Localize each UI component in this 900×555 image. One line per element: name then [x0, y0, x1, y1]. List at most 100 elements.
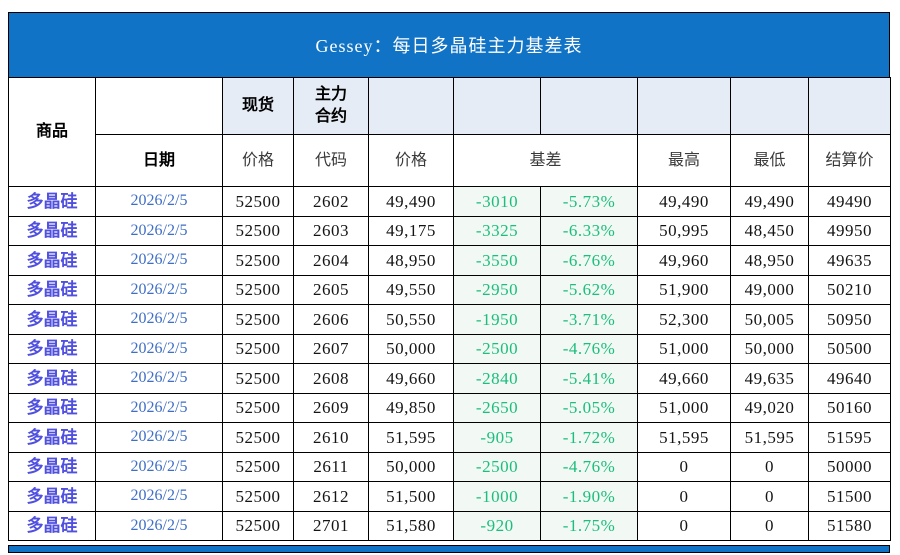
basis-value-cell: -1950 — [453, 304, 541, 335]
date-cell: 2026/2/5 — [95, 215, 223, 246]
contract-code-cell: 2611 — [293, 451, 369, 482]
table-row: 多晶硅 2026/2/5 52500 2605 49,550 -2950 -5.… — [8, 274, 891, 305]
spot-price-cell: 52500 — [222, 392, 294, 423]
futures-price-cell: 49,175 — [368, 215, 454, 246]
low-cell: 49,020 — [730, 392, 809, 423]
header-merged-blank-4 — [637, 77, 731, 135]
futures-price-cell: 50,000 — [368, 333, 454, 364]
date-cell: 2026/2/5 — [95, 274, 223, 305]
header-commodity: 商品 — [8, 77, 96, 187]
commodity-cell: 多晶硅 — [8, 274, 96, 305]
table-row: 多晶硅 2026/2/5 52500 2608 49,660 -2840 -5.… — [8, 363, 891, 394]
contract-code-cell: 2701 — [293, 510, 369, 541]
low-cell: 0 — [730, 451, 809, 482]
table-row: 多晶硅 2026/2/5 52500 2609 49,850 -2650 -5.… — [8, 392, 891, 423]
low-cell: 48,950 — [730, 245, 809, 276]
commodity-cell: 多晶硅 — [8, 510, 96, 541]
contract-code-cell: 2606 — [293, 304, 369, 335]
spot-price-cell: 52500 — [222, 333, 294, 364]
header-date: 日期 — [95, 134, 223, 187]
low-cell: 51,595 — [730, 422, 809, 453]
high-cell: 49,660 — [637, 363, 731, 394]
contract-code-cell: 2604 — [293, 245, 369, 276]
commodity-cell: 多晶硅 — [8, 422, 96, 453]
high-cell: 0 — [637, 510, 731, 541]
table-row: 多晶硅 2026/2/5 52500 2603 49,175 -3325 -6.… — [8, 215, 891, 246]
spot-price-cell: 52500 — [222, 363, 294, 394]
commodity-cell: 多晶硅 — [8, 333, 96, 364]
futures-price-cell: 50,550 — [368, 304, 454, 335]
spot-price-cell: 52500 — [222, 510, 294, 541]
date-cell: 2026/2/5 — [95, 422, 223, 453]
low-cell: 0 — [730, 510, 809, 541]
contract-code-cell: 2609 — [293, 392, 369, 423]
basis-pct-cell: -3.71% — [540, 304, 638, 335]
basis-value-cell: -3550 — [453, 245, 541, 276]
header-price: 价格 — [368, 134, 454, 187]
basis-value-cell: -2500 — [453, 333, 541, 364]
basis-table: 商品 现货 主力 合约 日期 价格 代码 价格 基差 最高 最低 结算价 — [8, 77, 891, 541]
settlement-cell: 50000 — [808, 451, 891, 482]
contract-code-cell: 2607 — [293, 333, 369, 364]
header-settlement: 结算价 — [808, 134, 891, 187]
table-row: 多晶硅 2026/2/5 52500 2607 50,000 -2500 -4.… — [8, 333, 891, 364]
commodity-cell: 多晶硅 — [8, 481, 96, 512]
high-cell: 51,900 — [637, 274, 731, 305]
header-high: 最高 — [637, 134, 731, 187]
settlement-cell: 50160 — [808, 392, 891, 423]
settlement-cell: 50500 — [808, 333, 891, 364]
basis-value-cell: -3010 — [453, 186, 541, 217]
contract-code-cell: 2612 — [293, 481, 369, 512]
report-title-bar: Gessey：每日多晶硅主力基差表 — [8, 12, 890, 77]
low-cell: 49,000 — [730, 274, 809, 305]
basis-pct-cell: -5.05% — [540, 392, 638, 423]
high-cell: 0 — [637, 481, 731, 512]
futures-price-cell: 49,660 — [368, 363, 454, 394]
table-row: 多晶硅 2026/2/5 52500 2612 51,500 -1000 -1.… — [8, 481, 891, 512]
low-cell: 0 — [730, 481, 809, 512]
date-cell: 2026/2/5 — [95, 392, 223, 423]
basis-pct-cell: -5.41% — [540, 363, 638, 394]
header-spot: 现货 — [222, 77, 294, 135]
spot-price-cell: 52500 — [222, 422, 294, 453]
header-code: 代码 — [293, 134, 369, 187]
table-row: 多晶硅 2026/2/5 52500 2602 49,490 -3010 -5.… — [8, 186, 891, 217]
spot-price-cell: 52500 — [222, 481, 294, 512]
contract-code-cell: 2610 — [293, 422, 369, 453]
contract-code-cell: 2602 — [293, 186, 369, 217]
basis-value-cell: -2650 — [453, 392, 541, 423]
table-row: 多晶硅 2026/2/5 52500 2604 48,950 -3550 -6.… — [8, 245, 891, 276]
spot-price-cell: 52500 — [222, 304, 294, 335]
futures-price-cell: 49,490 — [368, 186, 454, 217]
low-cell: 48,450 — [730, 215, 809, 246]
basis-pct-cell: -1.90% — [540, 481, 638, 512]
settlement-cell: 51500 — [808, 481, 891, 512]
spot-price-cell: 52500 — [222, 215, 294, 246]
spot-price-cell: 52500 — [222, 451, 294, 482]
header-merged-blank-1 — [368, 77, 454, 135]
page-title: Gessey：每日多晶硅主力基差表 — [315, 36, 583, 56]
settlement-cell: 49640 — [808, 363, 891, 394]
basis-value-cell: -2500 — [453, 451, 541, 482]
commodity-cell: 多晶硅 — [8, 215, 96, 246]
commodity-cell: 多晶硅 — [8, 451, 96, 482]
spot-price-cell: 52500 — [222, 186, 294, 217]
header-basis: 基差 — [453, 134, 638, 187]
commodity-cell: 多晶硅 — [8, 186, 96, 217]
settlement-cell: 51580 — [808, 510, 891, 541]
commodity-cell: 多晶硅 — [8, 363, 96, 394]
table-row: 多晶硅 2026/2/5 52500 2610 51,595 -905 -1.7… — [8, 422, 891, 453]
basis-pct-cell: -6.33% — [540, 215, 638, 246]
contract-code-cell: 2608 — [293, 363, 369, 394]
low-cell: 49,490 — [730, 186, 809, 217]
basis-value-cell: -920 — [453, 510, 541, 541]
date-cell: 2026/2/5 — [95, 245, 223, 276]
low-cell: 50,005 — [730, 304, 809, 335]
futures-price-cell: 49,850 — [368, 392, 454, 423]
date-cell: 2026/2/5 — [95, 510, 223, 541]
settlement-cell: 50210 — [808, 274, 891, 305]
basis-value-cell: -2950 — [453, 274, 541, 305]
date-cell: 2026/2/5 — [95, 304, 223, 335]
footer-bar — [8, 545, 890, 553]
high-cell: 51,595 — [637, 422, 731, 453]
